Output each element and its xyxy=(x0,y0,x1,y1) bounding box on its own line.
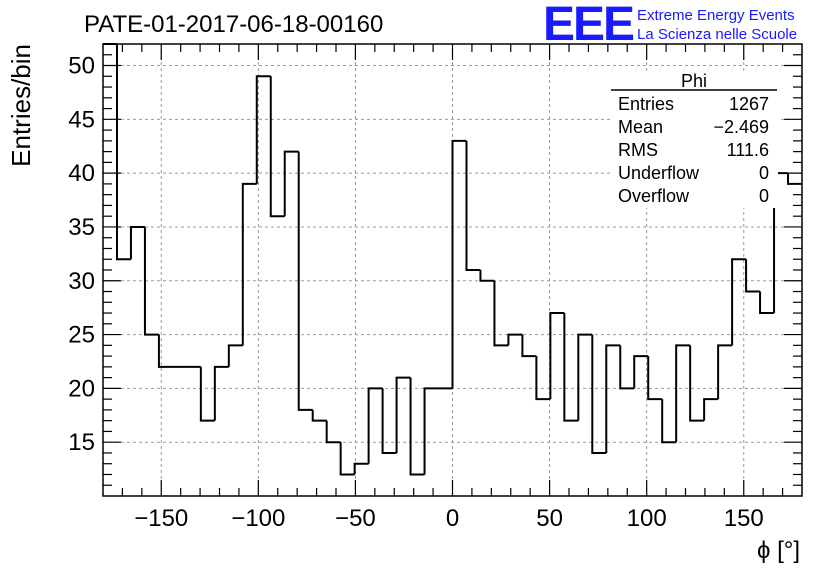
histogram-bin xyxy=(115,44,131,261)
stats-label-mean: Mean xyxy=(618,117,663,137)
y-tick-label: 30 xyxy=(68,268,95,295)
histogram-bin xyxy=(381,388,397,454)
histogram-bin xyxy=(353,462,369,475)
histogram-bin xyxy=(465,140,481,271)
histogram-bin xyxy=(703,398,719,421)
histogram-bin xyxy=(143,226,159,336)
x-tick-label: 150 xyxy=(724,505,764,532)
stats-value-entries: 1267 xyxy=(729,94,769,114)
histogram-bin xyxy=(731,258,747,346)
x-tick-label: 50 xyxy=(536,505,563,532)
histogram-bin xyxy=(283,150,299,217)
y-tick-label: 35 xyxy=(68,214,95,241)
x-tick-label: −150 xyxy=(134,505,188,532)
histogram-bin xyxy=(563,313,579,422)
y-tick-label: 20 xyxy=(68,375,95,402)
axis-ticks xyxy=(103,44,802,496)
x-tick-label: 0 xyxy=(446,505,459,532)
histogram-bin xyxy=(521,334,537,358)
x-tick-label: −50 xyxy=(335,505,376,532)
x-tick-label: 100 xyxy=(627,505,667,532)
histogram-series xyxy=(103,43,802,476)
stats-value-rms: 111.6 xyxy=(727,140,769,160)
histogram-bin xyxy=(227,344,243,367)
histogram-bin xyxy=(311,409,327,422)
stats-label-rms: RMS xyxy=(618,140,658,160)
x-tick-label: −100 xyxy=(231,505,285,532)
histogram-bin xyxy=(535,356,551,401)
histogram-bin xyxy=(325,420,341,444)
histogram-bin xyxy=(157,334,173,368)
histogram-bin xyxy=(213,365,229,421)
y-tick-label: 45 xyxy=(68,106,95,133)
histogram-bin xyxy=(689,345,705,422)
histogram-bin xyxy=(745,259,761,293)
eee-logo: EEE Extreme Energy Events La Scienza nel… xyxy=(543,0,797,51)
stats-box-bg xyxy=(612,73,778,208)
histogram-bin xyxy=(199,366,215,422)
stats-value-mean: −2.469 xyxy=(713,117,769,137)
axis-tick-labels: −150 −100 −50 0 50 100 150 15 20 25 30 35 40 45 50 xyxy=(68,53,763,532)
y-tick-label: 25 xyxy=(68,322,95,349)
stats-value-underflow: 0 xyxy=(759,163,769,183)
stats-box: Phi Entries 1267 Mean −2.469 RMS 111.6 U… xyxy=(611,71,778,208)
y-tick-label: 50 xyxy=(68,53,95,80)
stats-value-overflow: 0 xyxy=(759,186,769,206)
y-tick-label: 15 xyxy=(68,429,95,456)
histogram-bin xyxy=(255,75,271,184)
histogram-bin xyxy=(661,399,677,444)
stats-label-overflow: Overflow xyxy=(618,186,690,206)
histogram-bin xyxy=(423,387,439,475)
histogram-bin xyxy=(591,334,607,454)
histogram-bin xyxy=(409,377,425,476)
histogram-bin xyxy=(759,291,775,315)
histogram-bin xyxy=(269,76,285,218)
histogram-bin xyxy=(451,139,467,389)
histogram-bin xyxy=(493,280,509,347)
y-axis-label: Entries/bin xyxy=(6,44,36,167)
y-tick-label: 40 xyxy=(68,160,95,187)
histogram-bin xyxy=(339,442,355,476)
chart-title: PATE-01-2017-06-18-00160 xyxy=(84,11,383,38)
histogram-bin xyxy=(479,270,495,282)
histogram-bin xyxy=(577,333,593,421)
stats-title: Phi xyxy=(681,71,707,91)
brand-line-2: La Scienza nelle Scuole xyxy=(637,26,797,43)
x-axis-label: ϕ [°] xyxy=(757,537,800,564)
histogram-bin xyxy=(717,344,733,400)
histogram-bin xyxy=(395,376,411,453)
histogram-bin xyxy=(619,345,635,390)
stats-label-underflow: Underflow xyxy=(618,163,700,183)
histogram-bin xyxy=(633,355,649,389)
histogram-bin xyxy=(367,387,383,464)
histogram-bin xyxy=(241,182,257,346)
histogram-bin xyxy=(675,344,691,443)
histogram-bin xyxy=(605,344,621,453)
histogram-bin xyxy=(507,333,523,346)
histogram-bin xyxy=(549,312,565,400)
histogram-bin xyxy=(647,356,663,401)
histogram-bin xyxy=(129,225,145,260)
histogram-bin xyxy=(297,151,313,411)
stats-label-entries: Entries xyxy=(618,94,674,114)
brand-line-1: Extreme Energy Events xyxy=(637,7,795,24)
eee-logo-text: EEE xyxy=(543,0,634,51)
